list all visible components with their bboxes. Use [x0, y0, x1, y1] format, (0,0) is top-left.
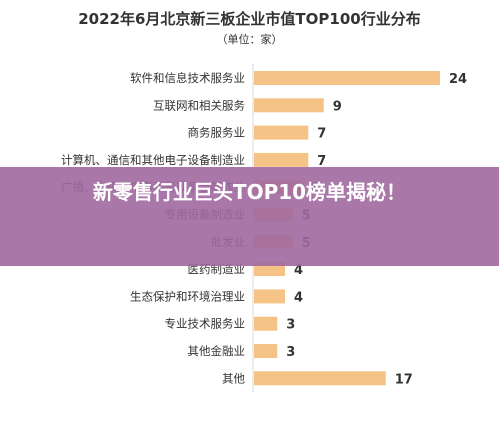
- headline-banner: [0, 167, 499, 266]
- bar: [254, 71, 440, 85]
- data-label: 24: [449, 72, 467, 87]
- bar: [254, 98, 324, 113]
- data-label: 9: [333, 99, 342, 114]
- bar: [254, 316, 278, 331]
- data-label: 3: [286, 318, 295, 333]
- category-label: 互联网和相关服务: [153, 98, 245, 112]
- data-label: 4: [294, 263, 303, 278]
- category-label: 计算机、通信和其他电子设备制造业: [61, 153, 245, 167]
- bar: [254, 344, 278, 358]
- category-label: 软件和信息技术服务业: [130, 71, 245, 85]
- category-label: 其他金融业: [188, 344, 246, 358]
- data-label: 7: [317, 154, 326, 169]
- category-label: 其他: [222, 371, 245, 385]
- chart-subtitle: （单位：家）: [216, 33, 283, 46]
- headline-text: 新零售行业巨头TOP10榜单揭秘！: [92, 180, 407, 204]
- category-label: 生态保护和环境治理业: [130, 289, 245, 303]
- data-label: 3: [286, 345, 295, 360]
- bar: [254, 371, 386, 386]
- category-label: 专业技术服务业: [165, 317, 246, 331]
- data-label: 17: [395, 372, 413, 387]
- category-label: 商务服务业: [188, 126, 246, 140]
- bar: [254, 289, 285, 304]
- data-label: 7: [317, 127, 326, 142]
- bar: [254, 125, 309, 140]
- bar: [254, 152, 309, 167]
- chart-title: 2022年6月北京新三板企业市值TOP100行业分布: [78, 10, 421, 28]
- data-label: 4: [294, 290, 303, 305]
